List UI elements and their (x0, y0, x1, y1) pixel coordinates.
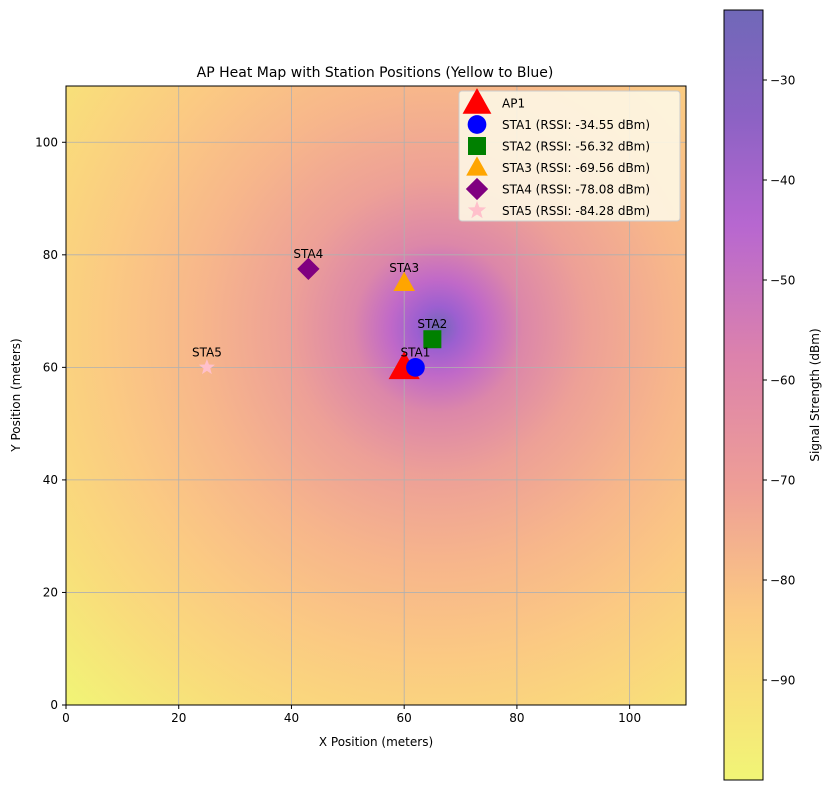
station-markers (198, 257, 442, 380)
legend-sta1-icon (467, 115, 487, 134)
station-annotations: STA1 STA2 STA3 STA4 STA5 (192, 247, 447, 359)
sta1-annotation: STA1 (401, 345, 431, 359)
x-tick-label: 100 (618, 711, 641, 725)
colorbar-tick-label: −50 (770, 274, 795, 288)
colorbar-tick-label: −80 (770, 574, 795, 588)
legend-box (458, 90, 681, 222)
legend-sta2-icon (468, 137, 486, 155)
legend-sta3-label: STA3 (RSSI: -69.56 dBm) (502, 161, 650, 175)
sta3-marker (393, 271, 415, 292)
legend-ap1-label: AP1 (502, 97, 525, 111)
y-tick-label: 60 (43, 360, 58, 374)
y-tick-label: 0 (50, 698, 58, 712)
sta5-annotation: STA5 (192, 345, 222, 359)
y-tick-label: 20 (43, 585, 58, 599)
colorbar-tick-label: −60 (770, 374, 795, 388)
x-tick-label: 60 (397, 711, 412, 725)
colorbar-label: Signal Strength (dBm) (808, 328, 822, 461)
colorbar: −30 −40 −50 −60 −70 −80 −90 Signal Strength (d… (723, 9, 822, 781)
sta5-marker (198, 358, 215, 375)
sta2-marker (423, 330, 442, 349)
x-tick-label: 20 (171, 711, 186, 725)
x-tick-label: 40 (284, 711, 299, 725)
grid (65, 86, 686, 706)
x-axis: 0 20 40 60 80 100 (62, 705, 641, 725)
legend-sta4-icon (465, 177, 489, 201)
x-tick-label: 80 (509, 711, 524, 725)
y-tick-label: 100 (35, 135, 58, 149)
sta4-marker (297, 257, 320, 281)
legend-sta1-label: STA1 (RSSI: -34.55 dBm) (502, 118, 650, 132)
y-tick-label: 40 (43, 473, 58, 487)
sta4-annotation: STA4 (293, 247, 323, 261)
sta2-annotation: STA2 (417, 317, 447, 331)
sta1-marker (406, 358, 425, 377)
colorbar-tick-label: −30 (770, 74, 795, 88)
colorbar-tick-label: −70 (770, 474, 795, 488)
colorbar-tick-label: −90 (770, 674, 795, 688)
legend-ap1-icon (462, 88, 492, 114)
chart-title: AP Heat Map with Station Positions (Yell… (197, 65, 554, 81)
legend-sta3-icon (466, 156, 488, 176)
colorbar-tick-label: −40 (770, 174, 795, 188)
legend-sta5-label: STA5 (RSSI: -84.28 dBm) (502, 204, 650, 218)
y-axis-label: Y Position (meters) (9, 338, 23, 452)
legend-sta5-icon (467, 200, 487, 219)
legend: AP1 STA1 (RSSI: -34.55 dBm) STA2 (RSSI: -5… (458, 88, 681, 222)
legend-sta4-label: STA4 (RSSI: -78.08 dBm) (502, 183, 650, 197)
x-tick-label: 0 (62, 711, 70, 725)
y-tick-label: 80 (43, 248, 58, 262)
plot-frame (65, 85, 687, 706)
sta3-annotation: STA3 (389, 261, 419, 275)
colorbar-gradient (723, 9, 764, 781)
y-axis: 0 20 40 60 80 100 (35, 135, 66, 712)
legend-sta2-label: STA2 (RSSI: -56.32 dBm) (502, 140, 650, 154)
x-axis-label: X Position (meters) (319, 735, 433, 749)
